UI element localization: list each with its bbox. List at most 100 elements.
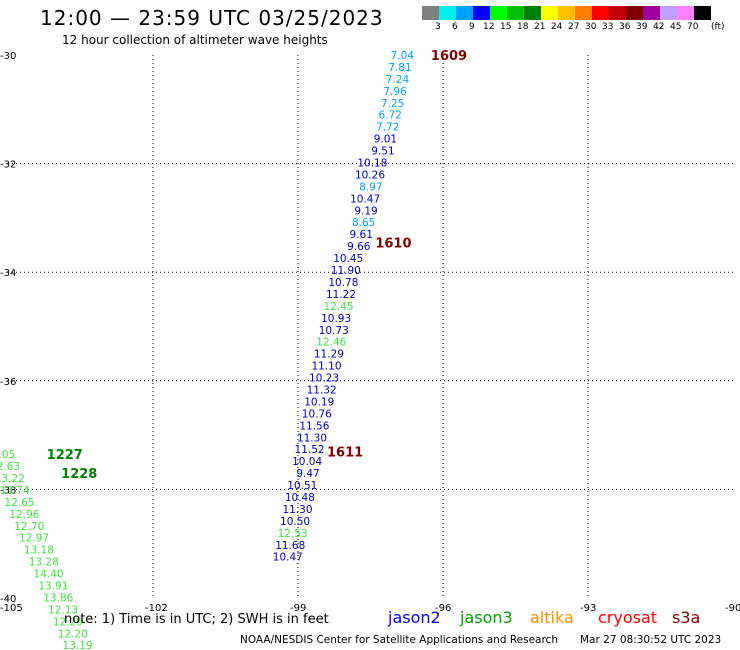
wave-height-value: 7.24: [386, 74, 410, 86]
color-swatch: [456, 6, 473, 20]
color-scale-tick-label: 9: [469, 22, 475, 32]
color-scale-tick-label: 12: [483, 22, 495, 32]
wave-height-value: 13.91: [38, 581, 68, 593]
color-scale-tick-label: 33: [602, 22, 614, 32]
wave-height-value: 7.04: [391, 50, 415, 62]
wave-height-value: 11.30: [297, 432, 327, 444]
color-scale-tick-label: 30: [585, 22, 597, 32]
wave-height-value: 11.30: [282, 504, 312, 516]
wave-height-value: 13.22: [0, 473, 25, 485]
track-pass-label: 1611: [327, 445, 363, 460]
color-swatch: [660, 6, 677, 20]
wave-height-value: 7.96: [383, 86, 407, 98]
footnote: note: 1) Time is in UTC; 2) SWH is in fe…: [64, 612, 329, 627]
wave-height-value: 12.45: [324, 301, 354, 313]
wave-height-value: 9.66: [347, 241, 371, 253]
wave-height-value: 10.47: [273, 552, 303, 564]
satellite-legend-item: s3a: [672, 608, 701, 627]
wave-height-value: 10.50: [280, 516, 310, 528]
lat-tick-label: -30: [0, 51, 16, 62]
color-swatch: [575, 6, 592, 20]
satellite-legend-item: altika: [530, 608, 574, 627]
map-title: 12:00 — 23:59 UTC 03/25/2023: [40, 6, 384, 30]
satellite-legend-item: cryosat: [598, 608, 658, 627]
wave-height-value: 12.65: [5, 497, 35, 509]
color-swatch: [677, 6, 694, 20]
wave-height-value: 9.19: [354, 205, 377, 217]
wave-height-value: 12.29: [53, 616, 83, 628]
color-swatch: [422, 6, 439, 20]
color-swatch: [541, 6, 558, 20]
track-pass-label: 1228: [61, 467, 97, 482]
lat-tick-label: -32: [0, 160, 16, 171]
wave-height-value: 10.73: [319, 325, 349, 337]
color-scale-tick-label: 21: [534, 22, 546, 32]
lon-tick-label: -93: [580, 603, 596, 614]
wave-height-value: 7.25: [381, 98, 404, 110]
color-swatch: [592, 6, 609, 20]
color-swatch: [643, 6, 660, 20]
color-scale-unit: (ft): [711, 22, 725, 32]
color-swatch: [626, 6, 643, 20]
satellite-legend-item: jason2: [388, 608, 441, 627]
color-scale-tick-label: 18: [517, 22, 529, 32]
wave-height-value: 7.81: [388, 62, 411, 74]
wave-height-value: 12.53: [278, 528, 308, 540]
satellite-legend-item: jason3: [460, 608, 513, 627]
lon-tick-label: -102: [145, 603, 168, 614]
wave-height-value: 10.47: [350, 193, 380, 205]
wave-height-value: 13.28: [29, 557, 59, 569]
wave-height-value: 11.29: [314, 349, 344, 361]
wave-height-value: 13.19: [63, 640, 93, 650]
wave-height-value: 10.23: [309, 373, 339, 385]
lon-tick-label: -90: [725, 603, 740, 614]
wave-height-value: 12.96: [9, 509, 39, 521]
wave-height-value: 14.40: [34, 569, 64, 581]
color-scale-tick-label: 27: [568, 22, 580, 32]
track-pass-label: 1610: [375, 236, 411, 251]
track-pass-label: 1227: [47, 448, 83, 463]
lat-tick-label: -40: [0, 594, 16, 605]
wave-height-value: 10.51: [287, 480, 317, 492]
color-swatch: [507, 6, 524, 20]
color-scale-tick-label: 36: [619, 22, 631, 32]
footer-credit: NOAA/NESDIS Center for Satellite Applica…: [240, 634, 558, 646]
wave-height-value: 11.68: [275, 540, 305, 552]
wave-height-value: 10.26: [355, 169, 385, 181]
wave-height-value: 10.48: [285, 492, 315, 504]
wave-height-value: 11.90: [331, 265, 361, 277]
lat-tick-label: -36: [0, 377, 16, 388]
wave-height-value: 13.86: [43, 592, 73, 604]
wave-height-value: 10.76: [302, 408, 332, 420]
wave-height-value: 10.04: [292, 456, 322, 468]
color-scale-tick-label: 39: [636, 22, 648, 32]
color-swatch: [558, 6, 575, 20]
color-scale-bar: [422, 6, 711, 20]
wave-height-value: 13.18: [24, 545, 54, 557]
lon-tick-label: -99: [290, 603, 306, 614]
wave-height-value: 11.56: [299, 420, 329, 432]
wave-height-value: 8.97: [359, 181, 382, 193]
color-swatch: [439, 6, 456, 20]
wave-height-value: 7.72: [376, 122, 399, 134]
wave-height-value: 12.70: [14, 521, 44, 533]
color-scale-tick-label: 15: [500, 22, 512, 32]
wave-height-value: 11.32: [307, 384, 337, 396]
color-swatch: [490, 6, 507, 20]
wave-height-value: 12.20: [58, 628, 88, 640]
wave-height-value: 12.46: [316, 337, 346, 349]
wave-height-value: 12.13: [48, 604, 78, 616]
map-subtitle: 12 hour collection of altimeter wave hei…: [62, 33, 328, 47]
wave-height-value: 9.01: [374, 134, 397, 146]
color-scale-tick-label: 45: [670, 22, 682, 32]
color-scale-tick-label: 3: [435, 22, 441, 32]
wave-height-value: 10.19: [304, 396, 334, 408]
color-scale-tick-label: 24: [551, 22, 563, 32]
wave-height-value: 10.78: [328, 277, 358, 289]
color-swatch: [609, 6, 626, 20]
lon-tick-label: -105: [0, 603, 23, 614]
color-scale-tick-label: 42: [653, 22, 665, 32]
color-swatch: [694, 6, 711, 20]
wave-height-value: 11.22: [326, 289, 356, 301]
